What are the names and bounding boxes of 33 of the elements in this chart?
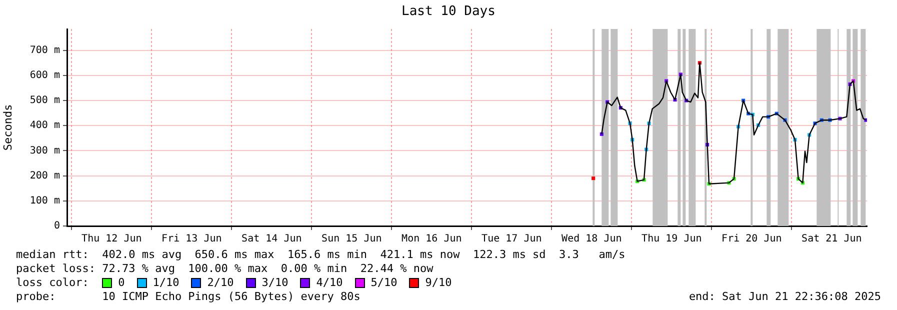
y-tick-label: 400 m [30,120,60,132]
y-tick-label: 300 m [30,145,60,156]
x-tick-label: Fri 20 Jun [722,234,782,245]
text: end: Sat Jun 21 22:36:08 2025 [688,290,881,304]
legend-label: 2/10 [207,276,234,290]
legend-label: 0 [118,276,125,290]
chart-title: Last 10 Days [400,3,496,20]
y-tick-label: 700 m [30,44,60,56]
x-tick-label: Thu 19 Jun [642,234,702,245]
text: packet loss: 72.73 % avg 100.00 % max 0.00 % min 22.44 % now [16,262,434,276]
y-tick-label: 200 m [30,170,60,182]
x-tick-label: Tue 17 Jun [482,234,542,245]
legend-title: loss color: [16,276,90,290]
y-axis-title: Seconds [1,104,14,151]
y-tick-label: 100 m [30,196,60,206]
y-tick-label: 0 [54,220,60,232]
y-tick-label: 500 m [30,95,60,106]
x-tick-label: Wed 18 Jun [562,234,622,245]
x-tick-label: Sat 21 Jun [802,234,862,245]
legend-label: 3/10 [262,276,288,290]
x-tick-label: Fri 13 Jun [162,234,222,245]
x-tick-label: Mon 16 Jun [402,234,462,245]
x-tick-label: Sat 14 Jun [242,234,302,245]
legend-label: 5/10 [370,276,398,290]
y-tick-label: 600 m [30,70,60,82]
x-tick-label: Sun 15 Jun [322,234,382,245]
legend-label: 4/10 [316,276,343,290]
legend-label: 1/10 [152,276,180,290]
x-tick-label: Thu 12 Jun [82,234,142,245]
text: probe: 10 ICMP Echo Pings (56 Bytes) every 80s [16,290,360,304]
text: median rtt: 402.0 ms avg 650.6 ms max 165.6 ms min 421.1 ms now 122.3 ms sd 3.3 am/s [16,248,626,262]
point [592,176,596,180]
legend-label: 9/10 [425,276,452,290]
